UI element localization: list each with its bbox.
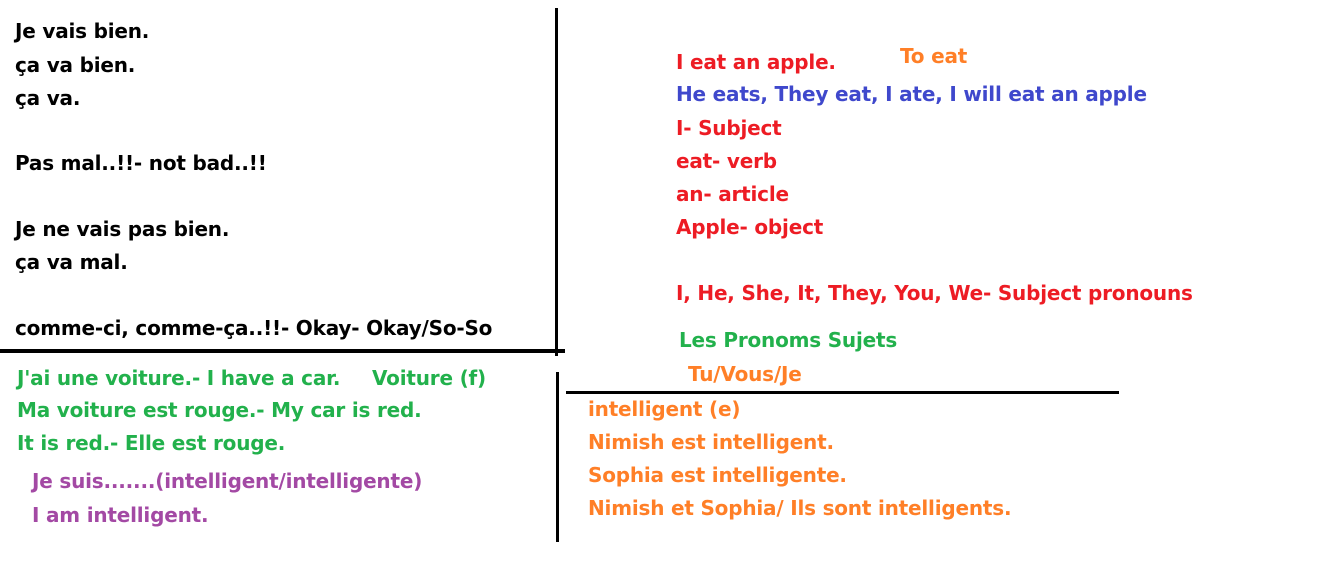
- infinitive-note: To eat: [900, 44, 968, 68]
- car-sentence: It is red.- Elle est rouge.: [17, 431, 286, 455]
- greeting-line: ça va bien.: [15, 53, 136, 77]
- agreement-sentence: Sophia est intelligente.: [588, 463, 847, 487]
- left-horizontal-divider: [0, 349, 565, 353]
- part-of-speech: Apple- object: [676, 215, 824, 239]
- part-of-speech: I- Subject: [676, 116, 782, 140]
- agreement-sentence: Nimish et Sophia/ Ils sont intelligents.: [588, 496, 1012, 520]
- greeting-line: ça va.: [15, 86, 81, 110]
- intelligent-sentence: I am intelligent.: [32, 503, 209, 527]
- right-horizontal-divider: [566, 391, 1119, 394]
- greeting-line: Je vais bien.: [15, 19, 150, 43]
- tu-vous-note: Tu/Vous/Je: [688, 362, 802, 386]
- adjective-note: intelligent (e): [588, 397, 741, 421]
- part-of-speech: eat- verb: [676, 149, 777, 173]
- car-sentence: J'ai une voiture.- I have a car.: [17, 366, 341, 390]
- bottom-vertical-divider: [556, 372, 559, 542]
- car-sentence: Ma voiture est rouge.- My car is red.: [17, 398, 422, 422]
- gender-note: Voiture (f): [372, 366, 486, 390]
- greeting-line: Je ne vais pas bien.: [15, 217, 230, 241]
- greeting-line: comme-ci, comme-ça..!!- Okay- Okay/So-So: [15, 316, 493, 340]
- example-sentence: I eat an apple.: [676, 50, 836, 74]
- top-vertical-divider: [555, 8, 558, 356]
- greeting-line: ça va mal.: [15, 250, 128, 274]
- intelligent-sentence: Je suis.......(intelligent/intelligente): [32, 469, 423, 493]
- conjugation-line: He eats, They eat, I ate, I will eat an …: [676, 82, 1147, 106]
- subject-pronouns-line: I, He, She, It, They, You, We- Subject p…: [676, 281, 1193, 305]
- greeting-line: Pas mal..!!- not bad..!!: [15, 151, 267, 175]
- french-pronouns-heading: Les Pronoms Sujets: [679, 328, 898, 352]
- agreement-sentence: Nimish est intelligent.: [588, 430, 834, 454]
- part-of-speech: an- article: [676, 182, 789, 206]
